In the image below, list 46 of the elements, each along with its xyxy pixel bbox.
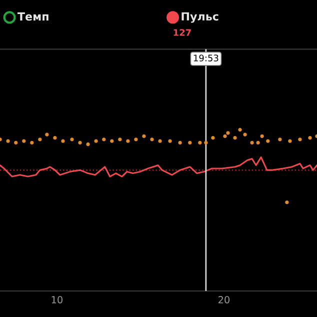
point bbox=[14, 140, 18, 144]
point bbox=[86, 142, 90, 146]
ref-line-label: 19:53 bbox=[194, 54, 218, 62]
point bbox=[61, 139, 65, 143]
point bbox=[211, 136, 215, 140]
point bbox=[298, 138, 302, 142]
point bbox=[38, 138, 42, 142]
point bbox=[22, 139, 26, 143]
point bbox=[238, 128, 242, 132]
point bbox=[94, 139, 98, 143]
point bbox=[233, 136, 237, 140]
point bbox=[126, 139, 130, 143]
point bbox=[168, 139, 172, 143]
point bbox=[6, 139, 10, 143]
legend-label: Пульс bbox=[182, 12, 218, 23]
point bbox=[70, 138, 74, 142]
point bbox=[102, 138, 106, 142]
point bbox=[158, 139, 162, 143]
point bbox=[78, 140, 82, 144]
point bbox=[288, 139, 292, 143]
point bbox=[188, 140, 192, 144]
point bbox=[198, 140, 202, 144]
point bbox=[142, 134, 146, 138]
point bbox=[118, 138, 122, 142]
point bbox=[150, 138, 154, 142]
point bbox=[243, 132, 247, 136]
point bbox=[178, 140, 182, 144]
point bbox=[45, 132, 49, 136]
point bbox=[53, 136, 57, 140]
point bbox=[204, 140, 208, 144]
point bbox=[278, 138, 282, 142]
point bbox=[266, 139, 270, 143]
x-tick-label: 10 bbox=[52, 296, 62, 304]
point bbox=[260, 134, 264, 138]
point bbox=[285, 200, 289, 204]
point bbox=[250, 140, 254, 144]
point bbox=[134, 138, 138, 142]
point bbox=[226, 131, 230, 135]
point bbox=[110, 139, 114, 143]
x-tick-label: 20 bbox=[218, 296, 230, 304]
point bbox=[256, 140, 260, 144]
point bbox=[30, 140, 34, 144]
point bbox=[223, 134, 227, 138]
point bbox=[308, 136, 312, 140]
text: 127 bbox=[174, 29, 191, 36]
legend-label: Темп bbox=[17, 12, 48, 21]
